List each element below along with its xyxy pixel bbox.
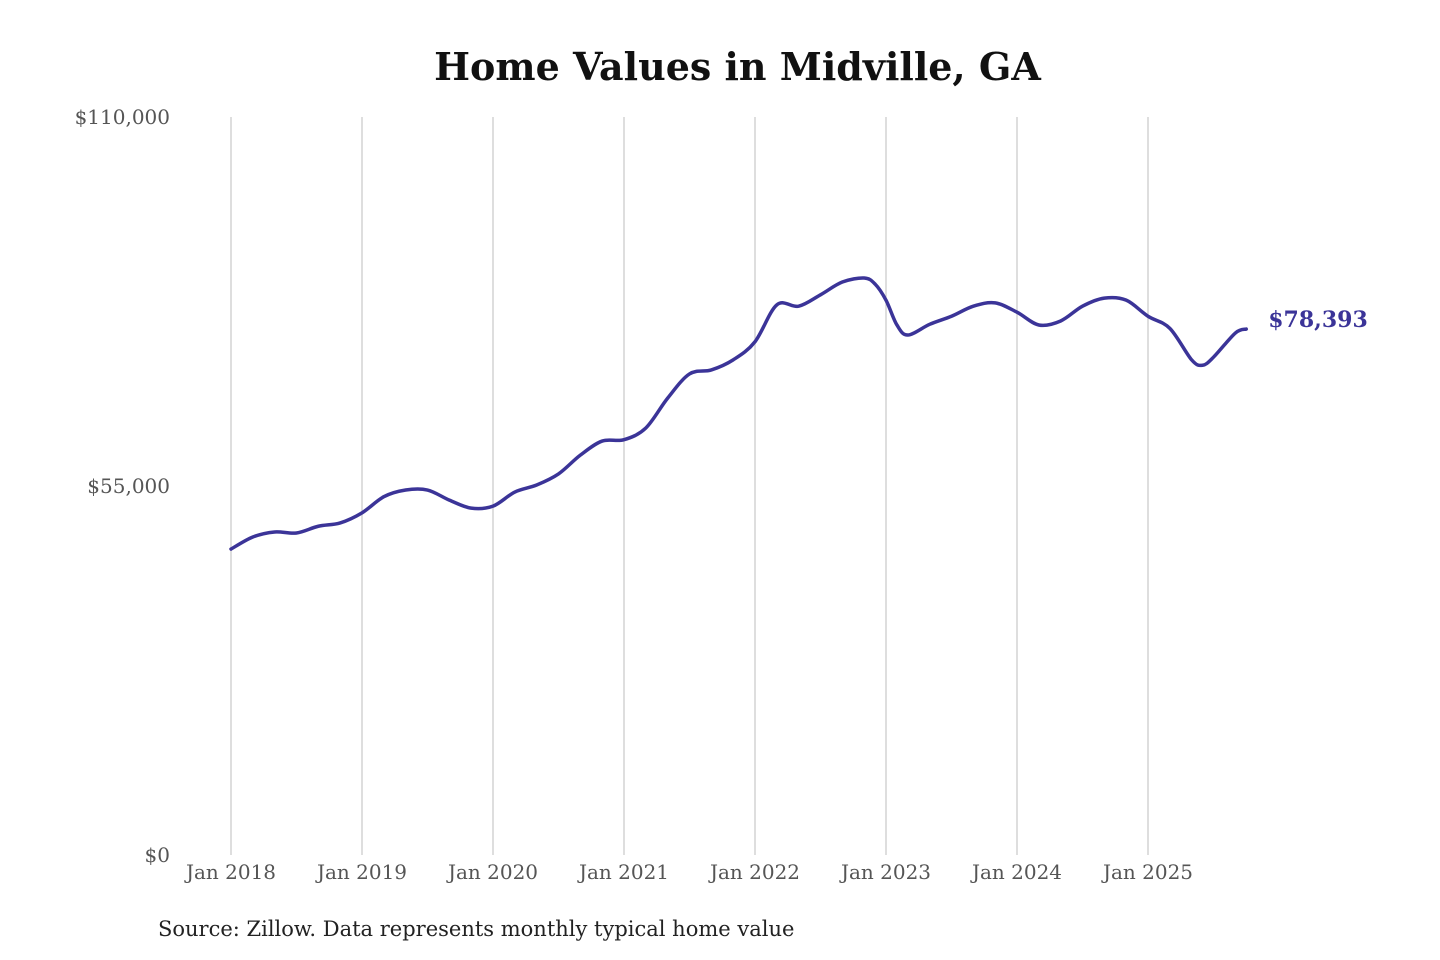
series-line — [229, 276, 1248, 551]
x-tick-label: Jan 2018 — [184, 860, 276, 884]
x-tick-label: Jan 2023 — [839, 860, 931, 884]
x-tick-label: Jan 2021 — [577, 860, 669, 884]
y-tick-label: $110,000 — [75, 105, 170, 129]
x-tick-label: Jan 2020 — [446, 860, 538, 884]
x-tick-label: Jan 2024 — [970, 860, 1062, 884]
end-value-label: $78,393 — [1268, 307, 1368, 333]
y-tick-label: $0 — [145, 843, 170, 867]
y-tick-label: $55,000 — [87, 474, 170, 498]
source-note: Source: Zillow. Data represents monthly … — [158, 917, 795, 941]
x-tick-label: Jan 2025 — [1101, 860, 1193, 884]
x-tick-label: Jan 2022 — [708, 860, 800, 884]
chart-title: Home Values in Midville, GA — [434, 44, 1041, 89]
x-tick-label: Jan 2019 — [315, 860, 407, 884]
